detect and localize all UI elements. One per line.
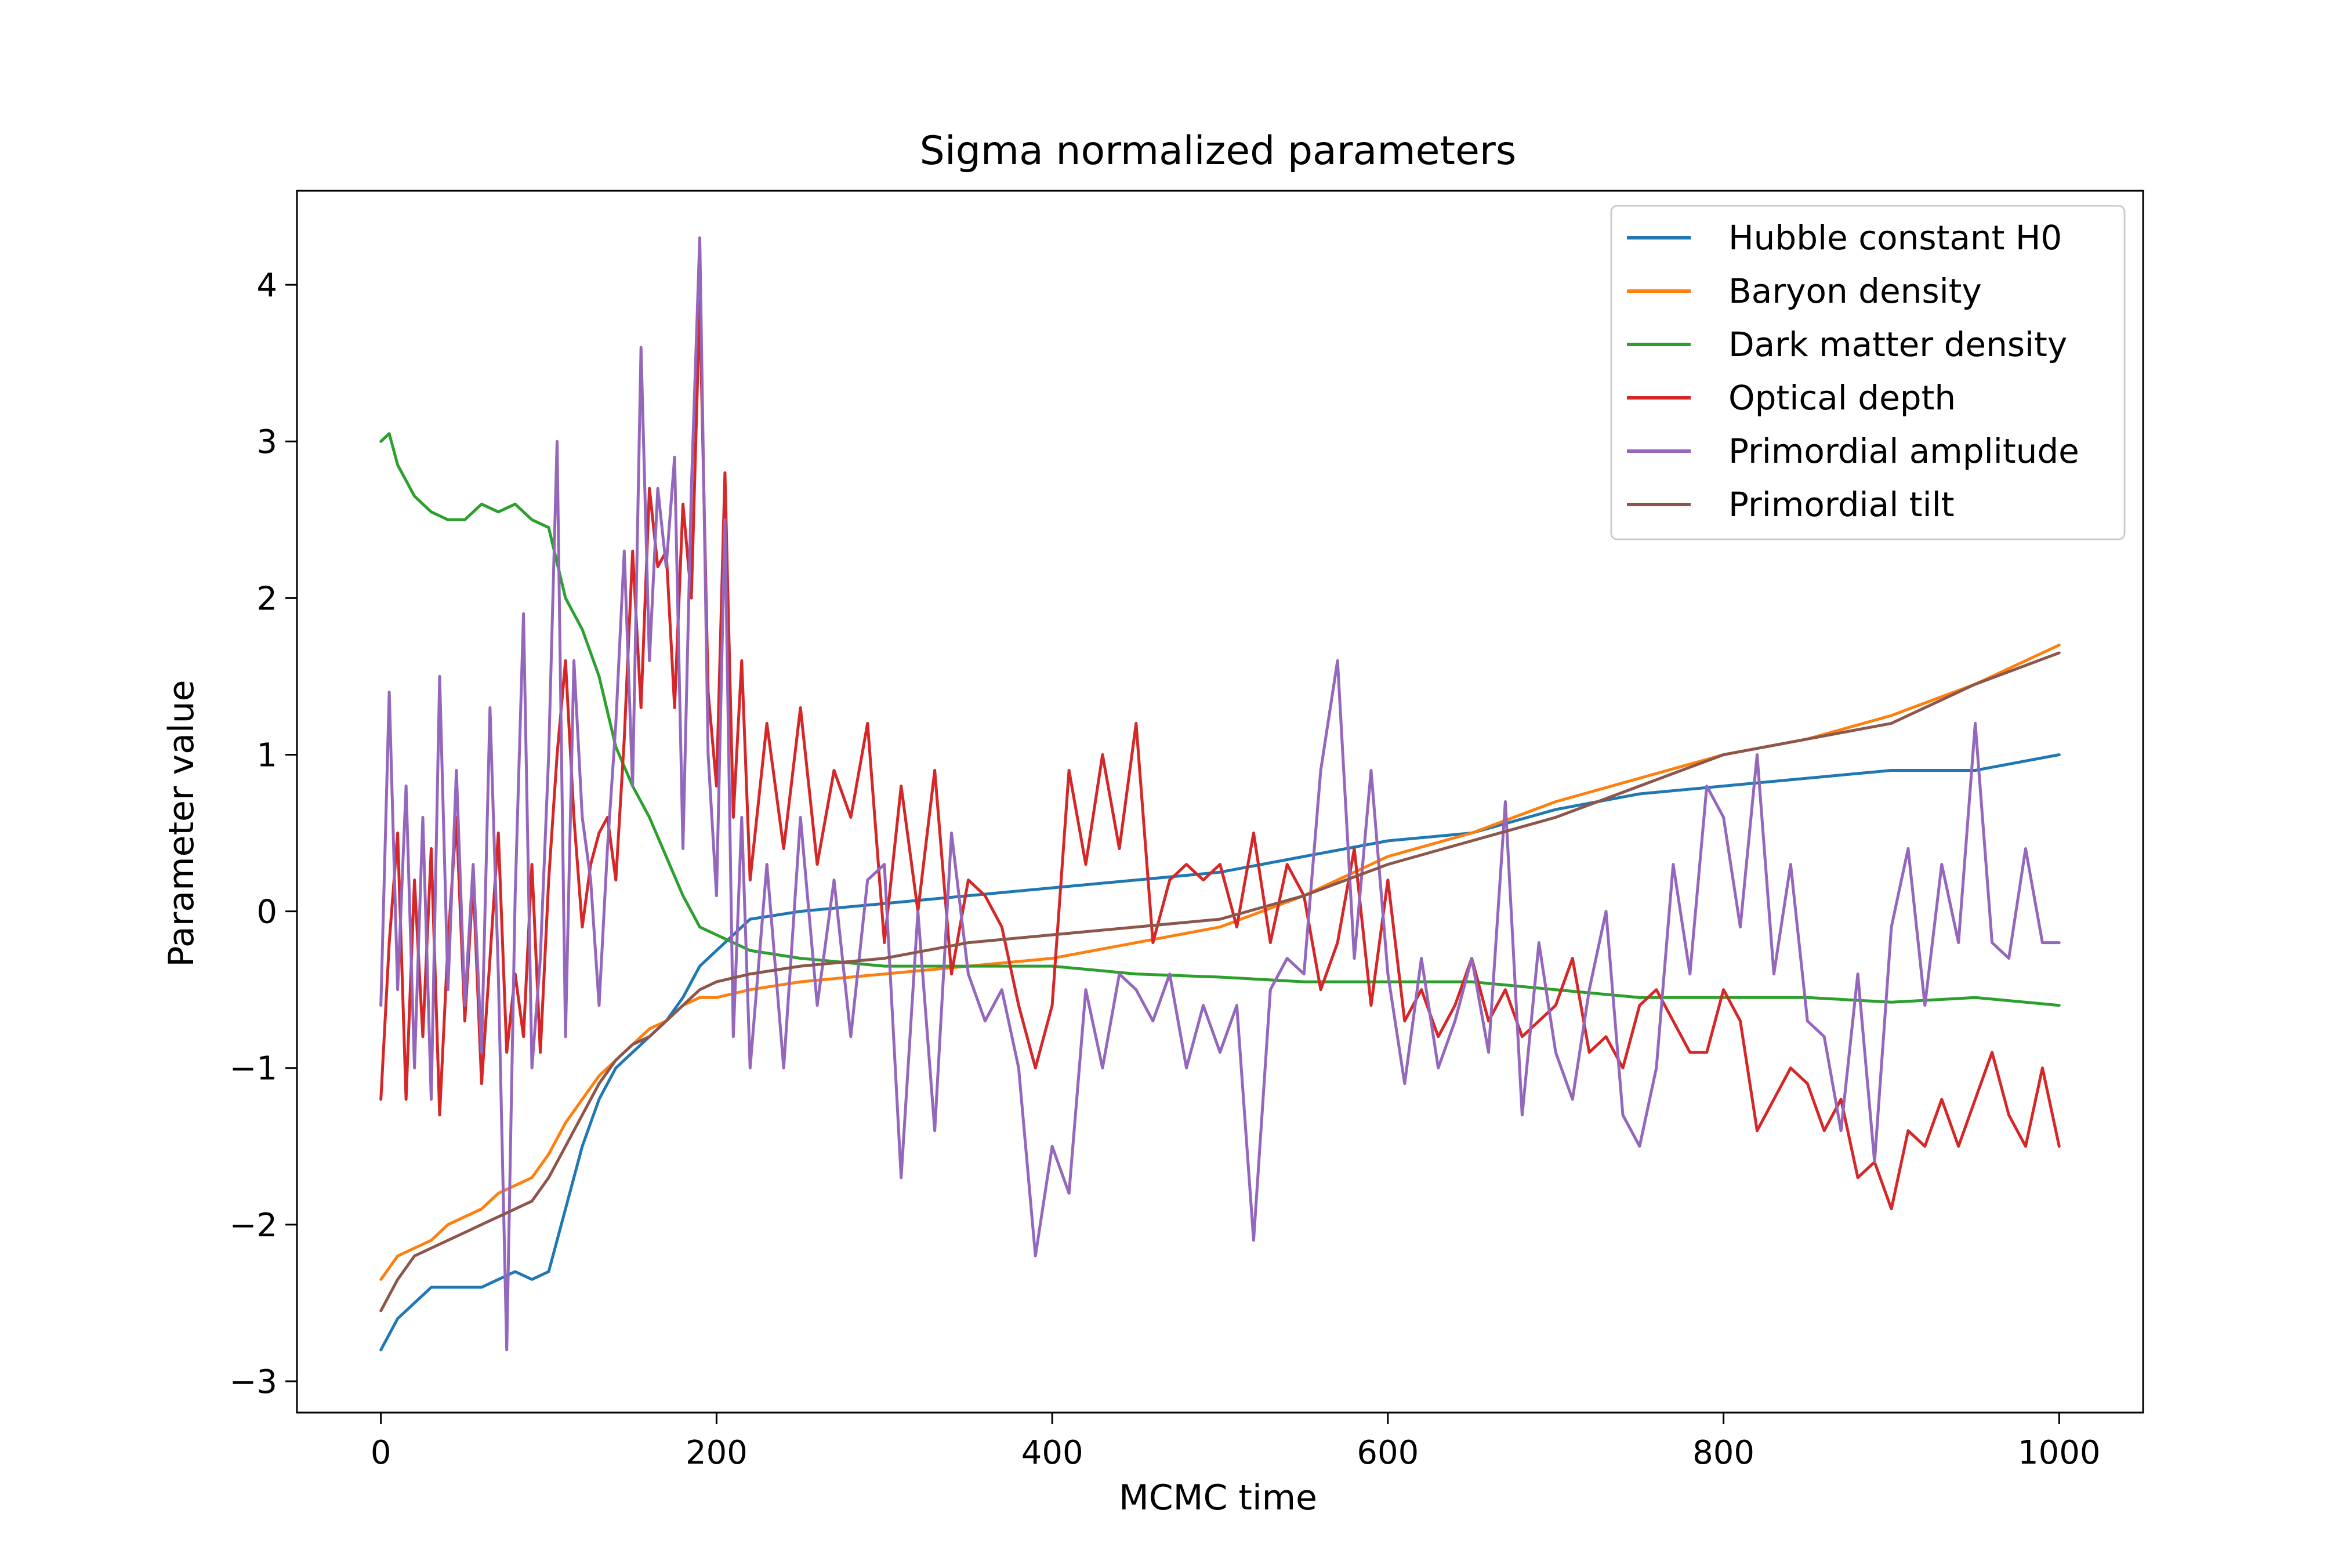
x-axis-label: MCMC time [1119,1478,1317,1518]
legend-label: Hubble constant H0 [1728,218,2062,257]
y-tick-label: −2 [229,1207,277,1244]
legend-label: Primordial amplitude [1728,431,2079,471]
series-line-baryon-density [379,643,2061,1281]
series-line-hubble-constant-h0 [379,753,2061,1352]
y-tick-label: 1 [256,736,277,774]
legend-label: Primordial tilt [1728,485,1954,524]
y-tick-label: 2 [256,580,277,618]
x-tick-label: 1000 [2018,1434,2101,1472]
legend: Hubble constant H0 Baryon density Dark mat… [1610,205,2126,540]
x-tick-label: 0 [371,1434,392,1472]
legend-label: Optical depth [1728,378,1956,418]
series-line-primordial-amplitude [379,236,2061,1352]
series-line-dark-matter-density [379,432,2061,1007]
series-lines [379,236,2061,1352]
plot-area-frame [296,190,2144,1414]
axis-ticks: 0 200 400 600 800 1000 −3 −2 −1 0 1 2 3 4 [229,267,2100,1472]
legend-label: Dark matter density [1728,325,2067,364]
y-tick-label: 3 [256,423,277,461]
chart-title: Sigma normalized parameters [920,128,1517,174]
y-tick-label: −1 [229,1050,277,1088]
legend-items: Hubble constant H0 Baryon density Dark mat… [1627,218,2079,524]
x-tick-label: 800 [1692,1434,1754,1472]
legend-box [1610,205,2126,540]
series-line-optical-depth [379,299,2061,1211]
x-tick-label: 400 [1021,1434,1083,1472]
series-line-primordial-tilt [379,651,2061,1312]
y-axis-label: Parameter value [161,680,202,967]
y-tick-label: −3 [229,1363,277,1401]
legend-label: Baryon density [1728,271,1982,311]
x-tick-label: 600 [1357,1434,1419,1472]
x-tick-label: 200 [686,1434,748,1472]
y-tick-label: 0 [256,894,277,931]
y-tick-label: 4 [256,267,277,304]
